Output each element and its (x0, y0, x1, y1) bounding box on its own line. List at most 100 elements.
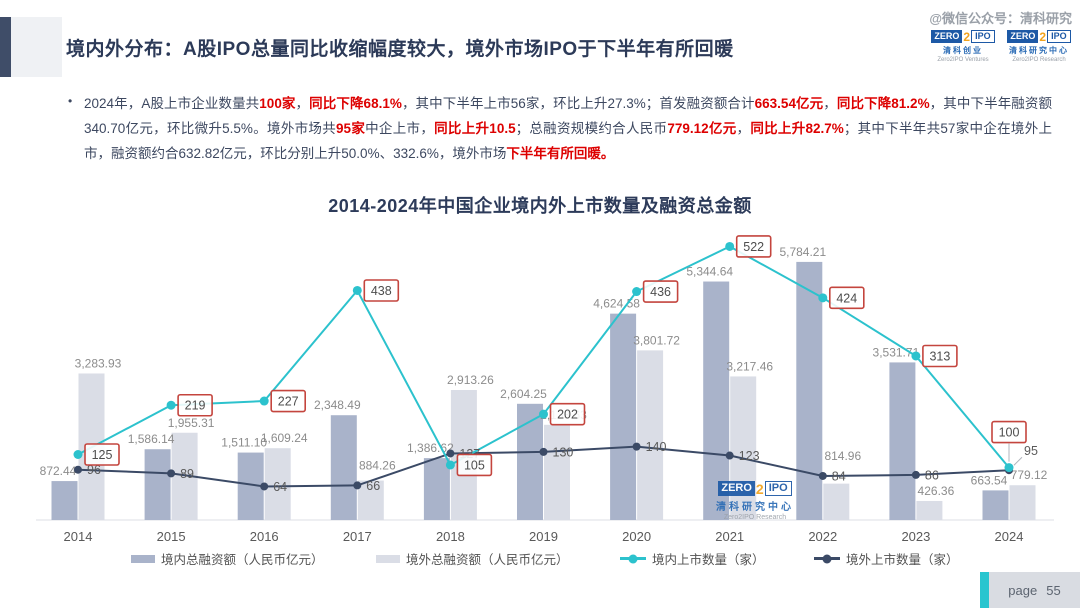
logo-caption-cn: 清科研究中心 (1009, 46, 1069, 55)
point-overseas-2019 (539, 447, 548, 456)
bar-domestic-2021 (703, 281, 730, 520)
point-overseas-2022 (818, 471, 827, 480)
bar-label-domestic-2020: 4,624.58 (593, 297, 640, 311)
bar-label-overseas-2015: 1,955.31 (168, 416, 215, 430)
line-label-domestic-2015: 219 (185, 399, 206, 413)
point-domestic-2021 (725, 241, 735, 251)
bar-overseas-2017 (357, 480, 384, 520)
logo-ipo: IPO (971, 30, 995, 43)
x-tick-2016: 2016 (250, 529, 279, 544)
logo-caption-cn: 清科研究中心 (716, 502, 794, 513)
legend-item-domestic-amount: 境内总融资额（人民币亿元） (131, 549, 324, 568)
line-domestic-count (77, 245, 1010, 469)
highlight-text: 95家 (336, 120, 366, 136)
x-tick-2023: 2023 (901, 529, 930, 544)
x-tick-2017: 2017 (343, 529, 372, 544)
logo-two: 2 (755, 480, 764, 497)
zero2ipo-badge-icon: ZERO 2 IPO (718, 480, 792, 497)
boxed-count-label-2016 (270, 389, 307, 413)
line-label-domestic-2018: 105 (464, 458, 485, 472)
logo-caption-en: Zero2IPO Research (1012, 57, 1066, 63)
legend-swatch-line-icon (620, 557, 646, 560)
highlight-text: 779.12亿元 (667, 120, 737, 136)
legend-swatch-line-icon (814, 557, 840, 560)
body-text: ， (295, 96, 310, 111)
bar-label-domestic-2023: 3,531.71 (873, 345, 920, 359)
bar-label-domestic-2015: 1,586.14 (128, 432, 175, 446)
body-text: ， (736, 120, 751, 136)
point-overseas-2023 (911, 470, 920, 479)
point-domestic-2018 (445, 460, 455, 470)
zero2ipo-research-logo: ZERO 2 IPO 清科研究中心 Zero2IPO Research (1006, 30, 1072, 63)
body-text: 中企上市， (365, 120, 435, 136)
logo-two: 2 (1039, 29, 1047, 44)
body-text: 2024年，A股上市企业数量共 (84, 96, 260, 111)
point-domestic-2019 (539, 409, 548, 419)
top-right-logos: ZERO 2 IPO 清科创业 Zero2IPO Ventures ZERO 2… (930, 30, 1072, 63)
legend-item-overseas-count: 境外上市数量（家） (814, 549, 959, 568)
bar-label-overseas-2021: 3,217.46 (726, 359, 773, 373)
x-tick-2019: 2019 (529, 529, 558, 544)
logo-caption-cn: 清科创业 (943, 46, 983, 55)
bar-label-overseas-2017: 884.26 (359, 458, 396, 472)
bar-label-overseas-2018: 2,913.26 (447, 373, 494, 387)
chart-watermark-logo: ZERO 2 IPO 清科研究中心 Zero2IPO Research (716, 481, 794, 521)
line-label-overseas-2020: 140 (646, 440, 667, 454)
logo-two: 2 (963, 29, 971, 44)
page-label: page (1008, 582, 1038, 598)
bar-label-overseas-2023: 426.36 (918, 484, 955, 498)
point-domestic-2016 (259, 396, 269, 406)
legend-label: 境外上市数量（家） (846, 553, 959, 567)
bar-domestic-2015 (144, 449, 171, 520)
line-label-overseas-2023: 86 (925, 468, 939, 482)
line-label-domestic-2023: 313 (929, 349, 950, 363)
point-overseas-2015 (167, 469, 176, 478)
bar-label-overseas-2024: 779.12 (1011, 468, 1048, 482)
point-overseas-2020 (632, 442, 641, 451)
boxed-count-label-2020 (642, 280, 679, 303)
wechat-watermark: @微信公众号：清科研究 (929, 11, 1072, 26)
boxed-count-label-2021 (735, 235, 772, 258)
bar-overseas-2020 (637, 350, 664, 520)
bar-overseas-2021 (730, 376, 757, 520)
bar-domestic-2014 (51, 481, 78, 520)
boxed-count-label-2024 (991, 420, 1027, 444)
highlight-text: 同比上升82.7% (750, 120, 844, 136)
line-label-overseas-2019: 130 (553, 445, 574, 459)
logo-zero: ZERO (1007, 30, 1039, 43)
bar-label-overseas-2022: 814.96 (824, 449, 861, 463)
highlight-text: 100家 (259, 96, 296, 111)
bar-label-domestic-2019: 2,604.25 (500, 387, 547, 401)
line-label-overseas-2024: 95 (1024, 444, 1038, 458)
bar-label-domestic-2022: 5,784.21 (779, 245, 826, 259)
bar-label-overseas-2014: 3,283.93 (75, 356, 122, 370)
point-overseas-2018 (446, 449, 455, 458)
line-label-domestic-2016: 227 (278, 395, 299, 409)
point-domestic-2022 (818, 293, 828, 303)
bar-domestic-2023 (889, 362, 916, 520)
x-tick-2018: 2018 (436, 529, 465, 544)
x-tick-2021: 2021 (715, 529, 744, 544)
bar-label-domestic-2014: 872.44 (40, 464, 77, 478)
logo-ipo: IPO (764, 481, 792, 496)
body-text: ；总融资规模约合人民币 (515, 120, 668, 136)
line-label-domestic-2024: 100 (999, 426, 1020, 440)
boxed-count-label-2022 (828, 286, 865, 310)
bar-label-overseas-2020: 3,801.72 (633, 333, 680, 347)
point-overseas-2021 (725, 451, 734, 460)
bullet-marker: • (68, 94, 73, 108)
point-overseas-2017 (353, 481, 362, 490)
line-label-domestic-2019: 202 (557, 408, 578, 422)
line-label-overseas-2015: 89 (180, 467, 194, 481)
x-tick-2024: 2024 (995, 529, 1024, 544)
legend-label: 境内总融资额（人民币亿元） (161, 553, 324, 567)
bar-label-domestic-2024: 663.54 (971, 473, 1008, 487)
logo-caption-en: Zero2IPO Ventures (937, 57, 989, 63)
summary-text: 2024年，A股上市企业数量共100家，同比下降68.1%，其中下半年上市56家… (62, 92, 1052, 167)
bar-label-domestic-2021: 5,344.64 (686, 265, 733, 279)
bar-label-domestic-2017: 2,348.49 (314, 398, 361, 412)
bar-overseas-2019 (544, 424, 570, 520)
line-label-domestic-2020: 436 (650, 285, 671, 299)
bar-domestic-2017 (330, 415, 357, 520)
bar-overseas-2022 (823, 483, 850, 520)
